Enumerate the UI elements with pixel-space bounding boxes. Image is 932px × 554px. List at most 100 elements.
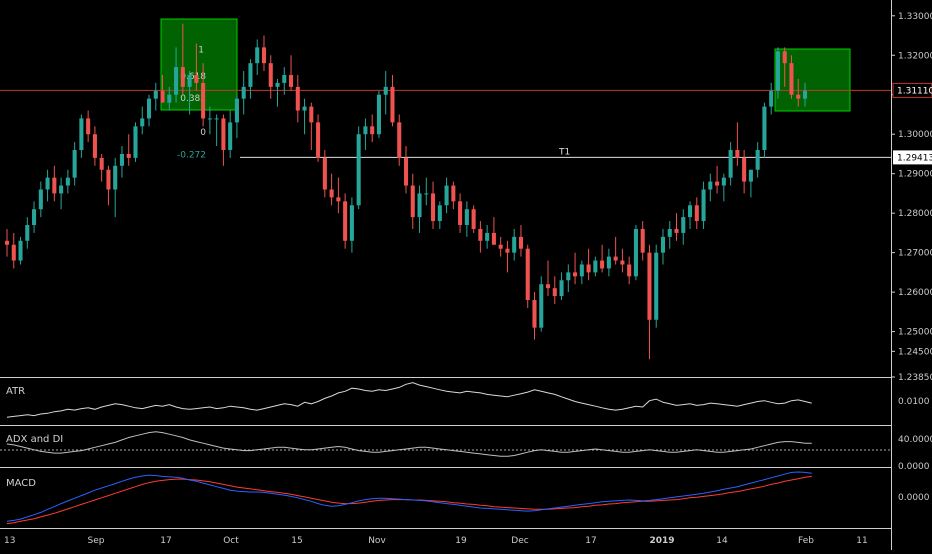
time-tick-label: Dec bbox=[511, 536, 528, 546]
candle-body bbox=[146, 98, 152, 119]
candle-body bbox=[505, 248, 510, 253]
candle-body bbox=[356, 134, 361, 206]
candle-body bbox=[275, 82, 280, 87]
candle-body bbox=[552, 288, 557, 297]
candle-body bbox=[762, 106, 767, 151]
candle-body bbox=[201, 82, 206, 119]
candle-body bbox=[248, 63, 253, 87]
candle-body bbox=[282, 75, 287, 83]
atr-pane[interactable] bbox=[6, 382, 812, 418]
candle-body bbox=[59, 185, 64, 194]
price-tick-label: 1.27000 bbox=[898, 249, 932, 259]
candle-body bbox=[660, 236, 666, 253]
fib-level-label: 0.618 bbox=[180, 72, 206, 82]
candle-body bbox=[403, 157, 409, 186]
candle-body bbox=[802, 90, 808, 99]
candle-body bbox=[349, 205, 354, 241]
candle-body bbox=[295, 86, 300, 111]
candle-body bbox=[309, 106, 314, 123]
candle-body bbox=[52, 177, 57, 194]
candle-body bbox=[444, 185, 449, 206]
time-tick-label: 19 bbox=[455, 536, 467, 546]
time-tick-label: 2019 bbox=[649, 536, 674, 546]
fib-level-label: -0.272 bbox=[177, 151, 206, 161]
fib-level-label: 1 bbox=[198, 45, 204, 55]
candle-body bbox=[485, 232, 490, 241]
candle-body bbox=[748, 169, 753, 182]
candle-body bbox=[187, 75, 192, 87]
candle-body bbox=[532, 300, 537, 328]
candle-body bbox=[640, 228, 645, 253]
candle-body bbox=[586, 264, 591, 273]
candle-body bbox=[559, 280, 564, 297]
price-tick-label: 1.33000 bbox=[898, 12, 932, 22]
candle-body bbox=[221, 118, 226, 151]
candle-body bbox=[694, 205, 699, 222]
candle-body bbox=[491, 232, 496, 245]
candle-body bbox=[512, 236, 517, 253]
candle-body bbox=[606, 256, 611, 269]
candle-body bbox=[613, 256, 618, 261]
candle-body bbox=[471, 209, 476, 229]
candle-body bbox=[316, 122, 321, 158]
atr-line bbox=[6, 382, 812, 418]
candle-body bbox=[153, 90, 158, 99]
candle-body bbox=[755, 150, 760, 170]
candle-body bbox=[424, 193, 429, 195]
adx-pane[interactable] bbox=[0, 431, 891, 457]
candle-body bbox=[728, 150, 733, 178]
time-tick-label: 11 bbox=[856, 536, 867, 546]
t1-label: T1 bbox=[558, 147, 570, 157]
candle-body bbox=[627, 264, 632, 277]
candle-body bbox=[775, 51, 780, 91]
time-axis[interactable]: 13 Sep 17 Oct 15 Nov 19 Dec 17 2019 14 Feb 11 bbox=[4, 536, 868, 546]
candle-body bbox=[234, 98, 239, 123]
adx-line bbox=[6, 431, 812, 457]
candle-body bbox=[769, 90, 774, 107]
candle-body bbox=[376, 94, 381, 135]
price-axis[interactable]: 1.330001.320001.310001.300001.290001.280… bbox=[891, 12, 932, 503]
candle-body bbox=[302, 106, 307, 111]
price-tick-label: 1.24500 bbox=[898, 347, 932, 357]
candle-body bbox=[99, 157, 104, 170]
candle-body bbox=[458, 201, 463, 226]
price-pane[interactable]: T1 1 0.618 0.382 0 -0.272 bbox=[0, 18, 891, 360]
macd-tick-label: 0.0000 bbox=[898, 493, 930, 503]
adx-tick-label: 0.0000 bbox=[898, 462, 930, 472]
time-tick-label: 15 bbox=[291, 536, 302, 546]
candle-body bbox=[573, 272, 578, 277]
last-price-label: 1.31110 bbox=[897, 86, 932, 96]
candle-body bbox=[261, 47, 267, 64]
candle-body bbox=[92, 134, 97, 158]
candle-body bbox=[11, 244, 16, 261]
macd-line bbox=[6, 471, 812, 522]
candle-body bbox=[207, 118, 212, 120]
candle-body bbox=[79, 118, 84, 151]
candle-body bbox=[45, 177, 50, 190]
candle-body bbox=[566, 272, 571, 281]
price-tick-label: 1.26000 bbox=[898, 288, 932, 298]
t1-price-box bbox=[893, 150, 932, 165]
candle-body bbox=[322, 157, 327, 190]
candle-body bbox=[38, 189, 43, 210]
time-tick-label: 17 bbox=[585, 536, 596, 546]
candle-body bbox=[417, 193, 422, 218]
candle-body bbox=[600, 260, 605, 269]
candle-body bbox=[255, 47, 260, 64]
fib-level-label: 0 bbox=[200, 128, 206, 138]
candle-body bbox=[667, 228, 672, 237]
pane-dividers bbox=[0, 0, 892, 550]
price-tick-label: 1.32000 bbox=[898, 51, 932, 61]
candle-body bbox=[336, 197, 341, 202]
candle-body bbox=[119, 153, 124, 166]
candle-body bbox=[241, 86, 246, 99]
macd-pane[interactable] bbox=[6, 471, 812, 525]
candle-body bbox=[167, 94, 172, 103]
candle-body bbox=[431, 193, 436, 222]
atr-label: ATR bbox=[6, 386, 26, 397]
candle-body bbox=[525, 248, 530, 301]
candle-body bbox=[796, 94, 801, 99]
candle-body bbox=[789, 63, 794, 95]
